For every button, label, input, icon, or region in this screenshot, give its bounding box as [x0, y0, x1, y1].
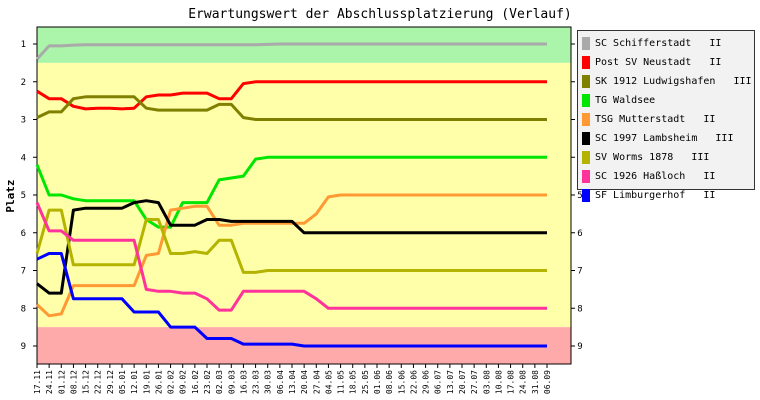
legend-swatch: [582, 189, 590, 202]
legend-swatch: [582, 151, 590, 164]
legend-swatch: [582, 56, 590, 69]
series-line: [35, 42, 547, 61]
y-tick-label: 5: [577, 191, 582, 201]
legend-swatch: [582, 132, 590, 145]
x-tick-label: 22.12: [94, 370, 103, 394]
x-tick-label: 27.07: [470, 370, 479, 394]
x-tick-label: 16.03: [239, 370, 248, 394]
x-tick-label: 11.05: [337, 370, 346, 394]
legend-swatch: [582, 37, 590, 50]
legend-label: TSG Mutterstadt II: [595, 114, 716, 125]
legend-item: SC 1997 Lambsheim III: [582, 129, 754, 148]
legend-swatch: [582, 94, 590, 107]
x-tick-label: 31.08: [531, 370, 540, 394]
x-tick-label: 08.12: [69, 370, 78, 394]
y-tick-label: 7: [21, 267, 26, 277]
x-tick-label: 19.01: [142, 370, 151, 394]
x-tick-label: 06.07: [434, 370, 443, 394]
y-tick-label: 9: [577, 342, 582, 352]
x-tick-label: 09.03: [227, 370, 236, 394]
x-tick-label: 01.12: [57, 370, 66, 394]
x-tick-label: 17.08: [507, 370, 516, 394]
legend-label: Post SV Neustadt II: [595, 57, 722, 68]
legend-swatch: [582, 170, 590, 183]
x-tick-label: 22.06: [409, 370, 418, 394]
series-line: [36, 80, 547, 111]
legend-label: SK 1912 Ludwigshafen III: [595, 76, 752, 87]
y-tick-label: 8: [577, 304, 582, 314]
x-tick-label: 20.07: [458, 370, 467, 394]
x-tick-label: 15.06: [397, 370, 406, 394]
x-tick-label: 23.02: [203, 370, 212, 394]
y-tick-label: 6: [577, 229, 582, 239]
x-tick-label: 29.06: [422, 370, 431, 394]
x-tick-label: 13.04: [288, 370, 297, 394]
x-tick-label: 24.11: [45, 370, 54, 394]
y-tick-label: 7: [577, 267, 582, 277]
x-tick-label: 23.03: [252, 370, 261, 394]
legend: SC Schifferstadt II Post SV Neustadt II SK…: [577, 30, 755, 202]
legend-label: SF Limburgerhof II: [595, 190, 716, 201]
legend-label: SC 1997 Lambsheim III: [595, 133, 734, 144]
x-tick-label: 16.02: [191, 370, 200, 394]
legend-label: SC 1926 Haßloch II: [595, 171, 716, 182]
series-line: [35, 208, 547, 274]
x-tick-label: 30.03: [264, 370, 273, 394]
x-tick-label: 01.06: [373, 370, 382, 394]
y-tick-label: 8: [21, 304, 26, 314]
y-tick-label: 6: [21, 229, 26, 239]
series-line: [35, 202, 547, 312]
x-tick-label: 02.03: [215, 370, 224, 394]
chart-title: Erwartungswert der Abschlussplatzierung …: [188, 7, 572, 22]
x-tick-label: 25.05: [361, 370, 370, 394]
x-tick-label: 27.04: [312, 370, 321, 394]
x-tick-label: 24.08: [519, 370, 528, 394]
legend-item: Post SV Neustadt II: [582, 53, 754, 72]
legend-item: TSG Mutterstadt II: [582, 110, 754, 129]
legend-label: SC Schifferstadt II: [595, 38, 722, 49]
x-tick-label: 10.08: [494, 370, 503, 394]
y-tick-label: 2: [21, 78, 26, 88]
x-tick-label: 05.01: [118, 370, 127, 394]
series-line: [36, 252, 547, 348]
x-tick-label: 26.01: [154, 370, 163, 394]
y-tick-label: 3: [21, 116, 26, 126]
legend-item: SV Worms 1878 III: [582, 148, 754, 167]
axis-ticks: 11223344556677889917.1124.1101.1208.1215…: [21, 40, 583, 394]
x-tick-label: 03.08: [482, 370, 491, 394]
legend-item: SC Schifferstadt II: [582, 34, 754, 53]
y-axis-label: Platz: [4, 179, 17, 212]
legend-swatch: [582, 75, 590, 88]
legend-label: SV Worms 1878 III: [595, 152, 710, 163]
y-tick-label: 4: [21, 153, 26, 163]
legend-item: SK 1912 Ludwigshafen III: [582, 72, 754, 91]
legend-label: TG Waldsee: [595, 95, 656, 106]
x-tick-label: 04.05: [324, 370, 333, 394]
x-tick-label: 08.06: [385, 370, 394, 394]
x-tick-label: 29.12: [106, 370, 115, 394]
series-lines: [35, 42, 547, 348]
series-line: [36, 199, 547, 295]
legend-swatch: [582, 113, 590, 126]
x-tick-label: 17.11: [33, 370, 42, 394]
series-line: [35, 155, 547, 229]
x-tick-label: 06.04: [276, 370, 285, 394]
x-tick-label: 18.05: [349, 370, 358, 394]
x-tick-label: 09.02: [179, 370, 188, 394]
x-tick-label: 12.01: [130, 370, 139, 394]
y-tick-label: 1: [21, 40, 26, 50]
x-tick-label: 02.02: [167, 370, 176, 394]
series-line: [36, 95, 547, 121]
x-tick-label: 20.04: [300, 370, 309, 394]
y-tick-label: 9: [21, 342, 26, 352]
legend-item: TG Waldsee: [582, 91, 754, 110]
x-tick-label: 06.09: [543, 370, 552, 394]
x-tick-label: 15.12: [82, 370, 91, 394]
legend-item: SF Limburgerhof II: [582, 186, 754, 205]
y-tick-label: 5: [21, 191, 26, 201]
legend-item: SC 1926 Haßloch II: [582, 167, 754, 186]
x-tick-label: 13.07: [446, 370, 455, 394]
